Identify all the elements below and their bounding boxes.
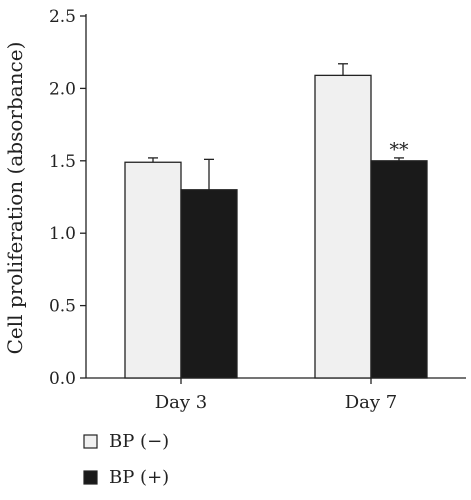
bar [314,74,372,379]
y-axis: 0.0 0.5 1.0 1.5 2.0 2.5 [49,7,87,389]
legend-label: BP (+) [109,467,169,488]
significance-annotation: ** [390,139,410,161]
bar [180,189,238,379]
y-tick-label: 1.0 [49,224,76,244]
y-tick-label: 0.0 [49,369,76,389]
x-axis: Day 3 Day 7 [86,377,466,413]
bar [370,160,428,379]
legend-swatch [83,434,98,449]
bar [124,161,182,379]
x-tick-label: Day 7 [345,392,398,413]
bars: ** [124,63,428,379]
y-tick-label: 2.0 [49,79,76,99]
y-axis-title: Cell proliferation (absorbance) [3,42,27,355]
legend: BP (−) BP (+) [83,431,169,488]
legend-label: BP (−) [109,431,169,452]
legend-swatch [83,470,98,485]
x-tick-label: Day 3 [155,392,208,413]
y-tick-label: 2.5 [49,7,76,27]
y-tick-label: 1.5 [49,152,76,172]
y-tick-label: 0.5 [49,297,76,317]
